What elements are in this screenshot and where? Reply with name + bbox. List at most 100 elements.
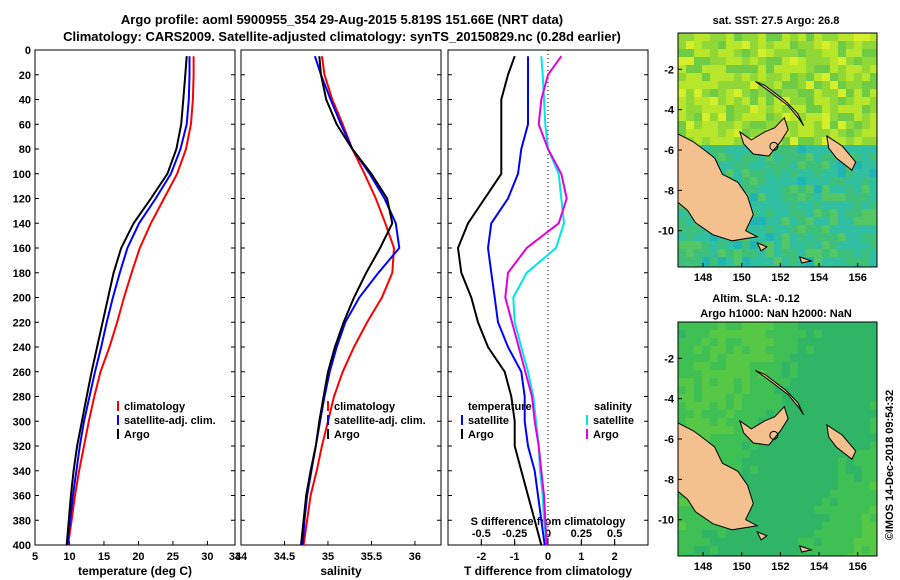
map-cell — [766, 113, 774, 121]
map-cell — [830, 458, 838, 466]
map-cell — [718, 426, 726, 434]
map-cell — [814, 177, 822, 185]
map-cell — [766, 498, 774, 506]
map-cell — [838, 498, 846, 506]
map-cell — [870, 233, 877, 241]
map-cell — [790, 450, 798, 458]
map-cell — [862, 434, 870, 442]
map-cell — [838, 209, 846, 217]
panel-temperature: 0 20 40 60 80 100 120 140 160 180 200 220 240 260 280 3… — [13, 45, 242, 578]
map-cell — [846, 217, 854, 225]
map-cell — [726, 458, 734, 466]
map-cell — [710, 65, 718, 73]
map-cell — [814, 129, 822, 137]
map-cell — [814, 193, 822, 201]
legend-title-salinity: salinity — [594, 401, 633, 413]
map-cell — [718, 378, 726, 386]
map-cell — [726, 426, 734, 434]
map-cell — [678, 233, 686, 241]
map-cell — [822, 81, 830, 89]
map-cell — [854, 402, 862, 410]
map-cell — [814, 169, 822, 177]
map-cell — [814, 450, 822, 458]
map-cell — [758, 450, 766, 458]
map-cell — [814, 65, 822, 73]
map-cell — [854, 538, 862, 546]
map-cell — [750, 402, 758, 410]
map-cell — [734, 386, 742, 394]
map-cell — [734, 338, 742, 346]
map-cell — [806, 498, 814, 506]
map-cell — [822, 338, 830, 346]
map-cell — [678, 41, 686, 49]
map-cell — [838, 474, 846, 482]
map-cell — [814, 322, 822, 330]
map-cell — [742, 81, 750, 89]
map-cell — [774, 249, 782, 257]
map-cell — [806, 49, 814, 57]
map-cell — [846, 113, 854, 121]
map-cell — [806, 506, 814, 514]
map-cell — [678, 73, 686, 81]
map-cell — [870, 386, 877, 394]
map-cell — [694, 338, 702, 346]
map-cell — [702, 105, 710, 113]
map-cell — [790, 33, 798, 41]
map-cell — [774, 73, 782, 81]
map-cell — [686, 33, 694, 41]
map-cell — [686, 546, 694, 554]
map-cell — [798, 442, 806, 450]
map-cell — [870, 466, 877, 474]
map-cell — [854, 65, 862, 73]
map-cell — [806, 177, 814, 185]
map-cell — [750, 514, 758, 522]
map-cell — [806, 386, 814, 394]
map-cell — [726, 249, 734, 257]
map-cell — [838, 257, 846, 265]
map-cell — [782, 201, 790, 209]
map-cell — [854, 498, 862, 506]
map-cell — [822, 498, 830, 506]
map-cell — [790, 201, 798, 209]
map-cell — [822, 546, 830, 554]
map-cell — [830, 362, 838, 370]
map-cell — [798, 434, 806, 442]
map-cell — [838, 105, 846, 113]
y-tick-label: 400 — [13, 540, 31, 552]
map-cell — [734, 538, 742, 546]
map-cell — [678, 410, 686, 418]
map-cell — [846, 209, 854, 217]
y-tick-label: 160 — [13, 243, 31, 255]
map-cell — [790, 338, 798, 346]
map-cell — [702, 394, 710, 402]
map-cell — [694, 410, 702, 418]
map-cell — [734, 426, 742, 434]
map-cell — [710, 97, 718, 105]
map-cell — [798, 530, 806, 538]
map-cell — [870, 113, 877, 121]
map-cell — [798, 490, 806, 498]
map-cell — [814, 418, 822, 426]
map-cell — [870, 249, 877, 257]
map-cell — [838, 466, 846, 474]
map-cell — [854, 530, 862, 538]
map-cell — [726, 121, 734, 129]
map-cell — [846, 410, 854, 418]
map-cell — [750, 89, 758, 97]
map-cell — [758, 73, 766, 81]
map-cell — [790, 370, 798, 378]
map-cell — [702, 137, 710, 145]
map-cell — [798, 482, 806, 490]
map-cell — [830, 209, 838, 217]
map-cell — [798, 354, 806, 362]
map-cell — [774, 538, 782, 546]
map-cell — [782, 498, 790, 506]
map-cell — [742, 458, 750, 466]
map-cell — [734, 402, 742, 410]
map-cell — [846, 137, 854, 145]
map-cell — [774, 201, 782, 209]
map-cell — [766, 49, 774, 57]
map-cell — [822, 346, 830, 354]
map-cell — [686, 338, 694, 346]
map-cell — [678, 522, 686, 530]
